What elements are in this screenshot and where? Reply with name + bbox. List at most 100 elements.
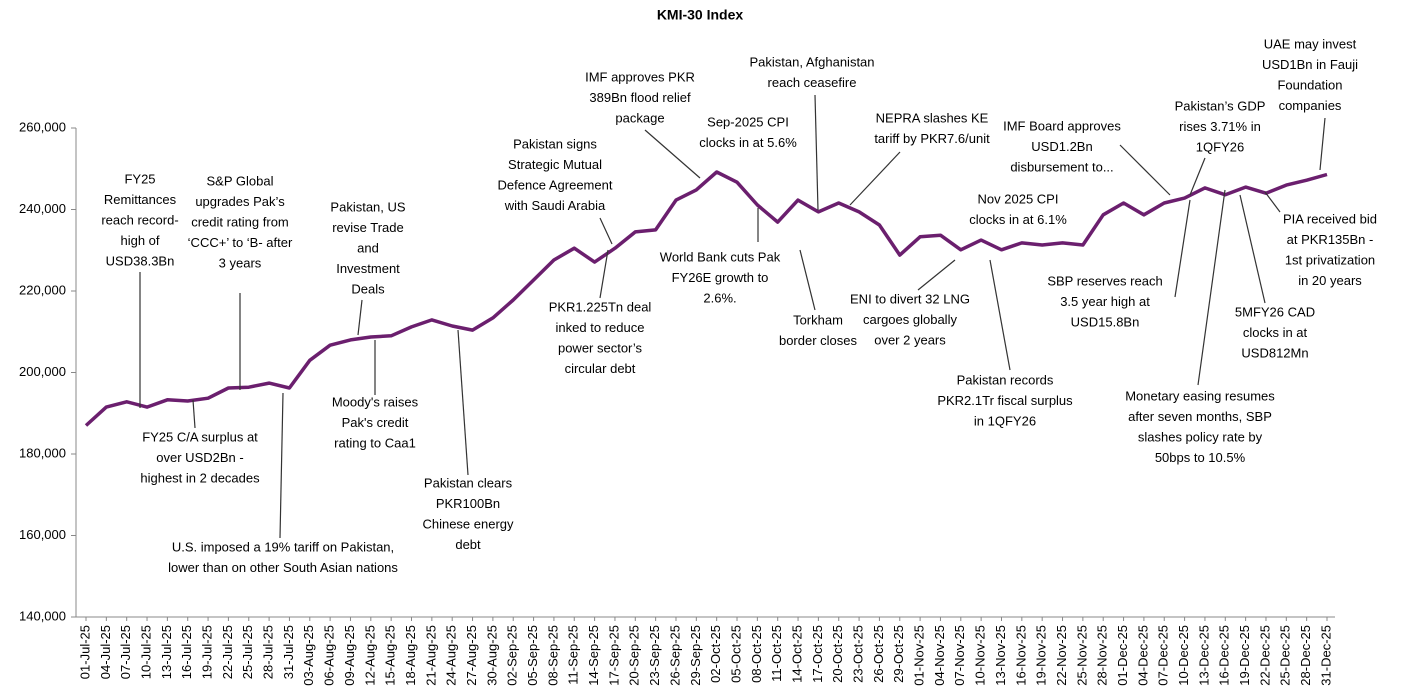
annotation: over USD2Bn - [156,450,243,465]
annotation: in 20 years [1298,273,1362,288]
annotation: ‘CCC+’ to ‘B- after [188,235,293,250]
annotation: rating to Caa1 [334,435,416,450]
annotation: cargoes globally [863,312,957,327]
annotation: over 2 years [874,332,946,347]
x-tick-label: 13-Dec-25 [1196,625,1211,686]
x-tick-label: 08-Sep-25 [545,625,560,686]
annotation: USD15.8Bn [1071,314,1140,329]
leader-line [989,259,1011,371]
x-tick-label: 17-Sep-25 [606,625,621,686]
annotation: rises 3.71% in [1179,119,1261,134]
x-tick-label: 04-Jul-25 [98,625,113,679]
annotation: Defence Agreement [498,177,613,192]
x-tick-label: 14-Oct-25 [789,625,804,683]
annotation: disbursement to... [1010,159,1113,174]
annotation: 389Bn flood relief [589,90,691,105]
annotation: FY25 C/A surplus at [142,429,258,444]
annotation: U.S. imposed a 19% tariff on Pakistan, [172,539,394,554]
leader-line [1174,199,1191,298]
x-tick-label: 07-Dec-25 [1156,625,1171,686]
x-tick-label: 16-Dec-25 [1217,625,1232,686]
annotation: Nov 2025 CPI [978,191,1059,206]
annotation: clocks in at 5.6% [699,135,797,150]
leader-line [357,299,363,336]
y-tick-label: 140,000 [19,608,66,623]
annotation: 1st privatization [1285,252,1375,267]
annotation: Foundation [1277,77,1342,92]
x-tick-label: 21-Aug-25 [423,625,438,686]
leader-line [644,129,701,179]
leader-line [279,392,284,539]
annotation: S&P Global [207,173,274,188]
annotation: Pakistan, US [330,199,405,214]
leader-line [917,259,956,291]
leader-line [814,94,819,211]
x-tick-label: 15-Aug-25 [383,625,398,686]
annotation: Strategic Mutual [508,157,602,172]
annotation: PKR2.1Tr fiscal surplus [937,393,1073,408]
x-tick-label: 31-Jul-25 [281,625,296,679]
x-tick-label: 20-Oct-25 [830,625,845,683]
annotation: lower than on other South Asian nations [168,560,398,575]
annotation: 2.6%. [703,290,736,305]
y-tick-label: 160,000 [19,527,66,542]
annotation: at PKR135Bn - [1287,232,1374,247]
leader-line [1319,117,1326,171]
x-tick-label: 13-Jul-25 [159,625,174,679]
x-tick-label: 11-Oct-25 [769,625,784,682]
annotation: tariff by PKR7.6/unit [874,131,990,146]
leader-line [1239,194,1266,304]
annotation: with Saudi Arabia [504,198,606,213]
annotation: USD1Bn in Fauji [1262,57,1358,72]
annotation: FY26E growth to [672,270,769,285]
x-tick-label: 18-Aug-25 [403,625,418,686]
x-tick-label: 28-Nov-25 [1095,625,1110,686]
x-tick-label: 27-Aug-25 [464,625,479,686]
leader-line [1264,191,1281,213]
annotation: PIA received bid [1283,211,1377,226]
x-tick-label: 23-Oct-25 [851,625,866,683]
x-tick-label: 28-Jul-25 [261,625,276,679]
annotation: Pakistan, Afghanistan [749,54,874,69]
annotation: credit rating from [191,214,289,229]
x-tick-label: 19-Dec-25 [1237,625,1252,686]
annotation: 3 years [219,255,262,270]
annotation: in 1QFY26 [974,413,1036,428]
annotation: FY25 [124,171,155,186]
x-tick-label: 29-Sep-25 [688,625,703,686]
x-tick-label: 04-Dec-25 [1135,625,1150,686]
y-tick-label: 200,000 [19,364,66,379]
annotation: Pak's credit [342,415,409,430]
annotation: Remittances [104,192,177,207]
annotation: Chinese energy [422,516,514,531]
x-tick-label: 02-Sep-25 [505,625,520,686]
annotation: NEPRA slashes KE [876,110,989,125]
leader-line [599,217,613,245]
x-tick-label: 10-Jul-25 [138,625,153,679]
x-tick-label: 22-Jul-25 [220,625,235,679]
x-tick-label: 19-Nov-25 [1034,625,1049,686]
annotation: Pakistan’s GDP [1175,98,1266,113]
annotation: Sep-2025 CPI [707,114,789,129]
data-line [84,170,1328,427]
annotation: circular debt [565,361,636,376]
x-tick-label: 20-Sep-25 [627,625,642,686]
x-tick-label: 07-Jul-25 [118,625,133,679]
annotation: inked to reduce [556,320,645,335]
leader-line [1197,189,1226,386]
annotation: reach ceasefire [768,75,857,90]
x-tick-label: 01-Jul-25 [77,625,92,679]
annotation: border closes [779,333,858,348]
x-tick-label: 29-Oct-25 [891,625,906,683]
x-tick-label: 26-Sep-25 [667,625,682,686]
annotation: 5MFY26 CAD [1235,304,1315,319]
x-tick-label: 24-Aug-25 [444,625,459,686]
annotation: 3.5 year high at [1060,294,1150,309]
x-tick-label: 17-Oct-25 [810,625,825,683]
x-tick-label: 03-Aug-25 [301,625,316,686]
x-tick-label: 01-Dec-25 [1115,625,1130,686]
leader-line [799,249,816,311]
x-tick-label: 22-Nov-25 [1054,625,1069,686]
annotation: package [615,110,664,125]
annotation: World Bank cuts Pak [660,249,781,264]
